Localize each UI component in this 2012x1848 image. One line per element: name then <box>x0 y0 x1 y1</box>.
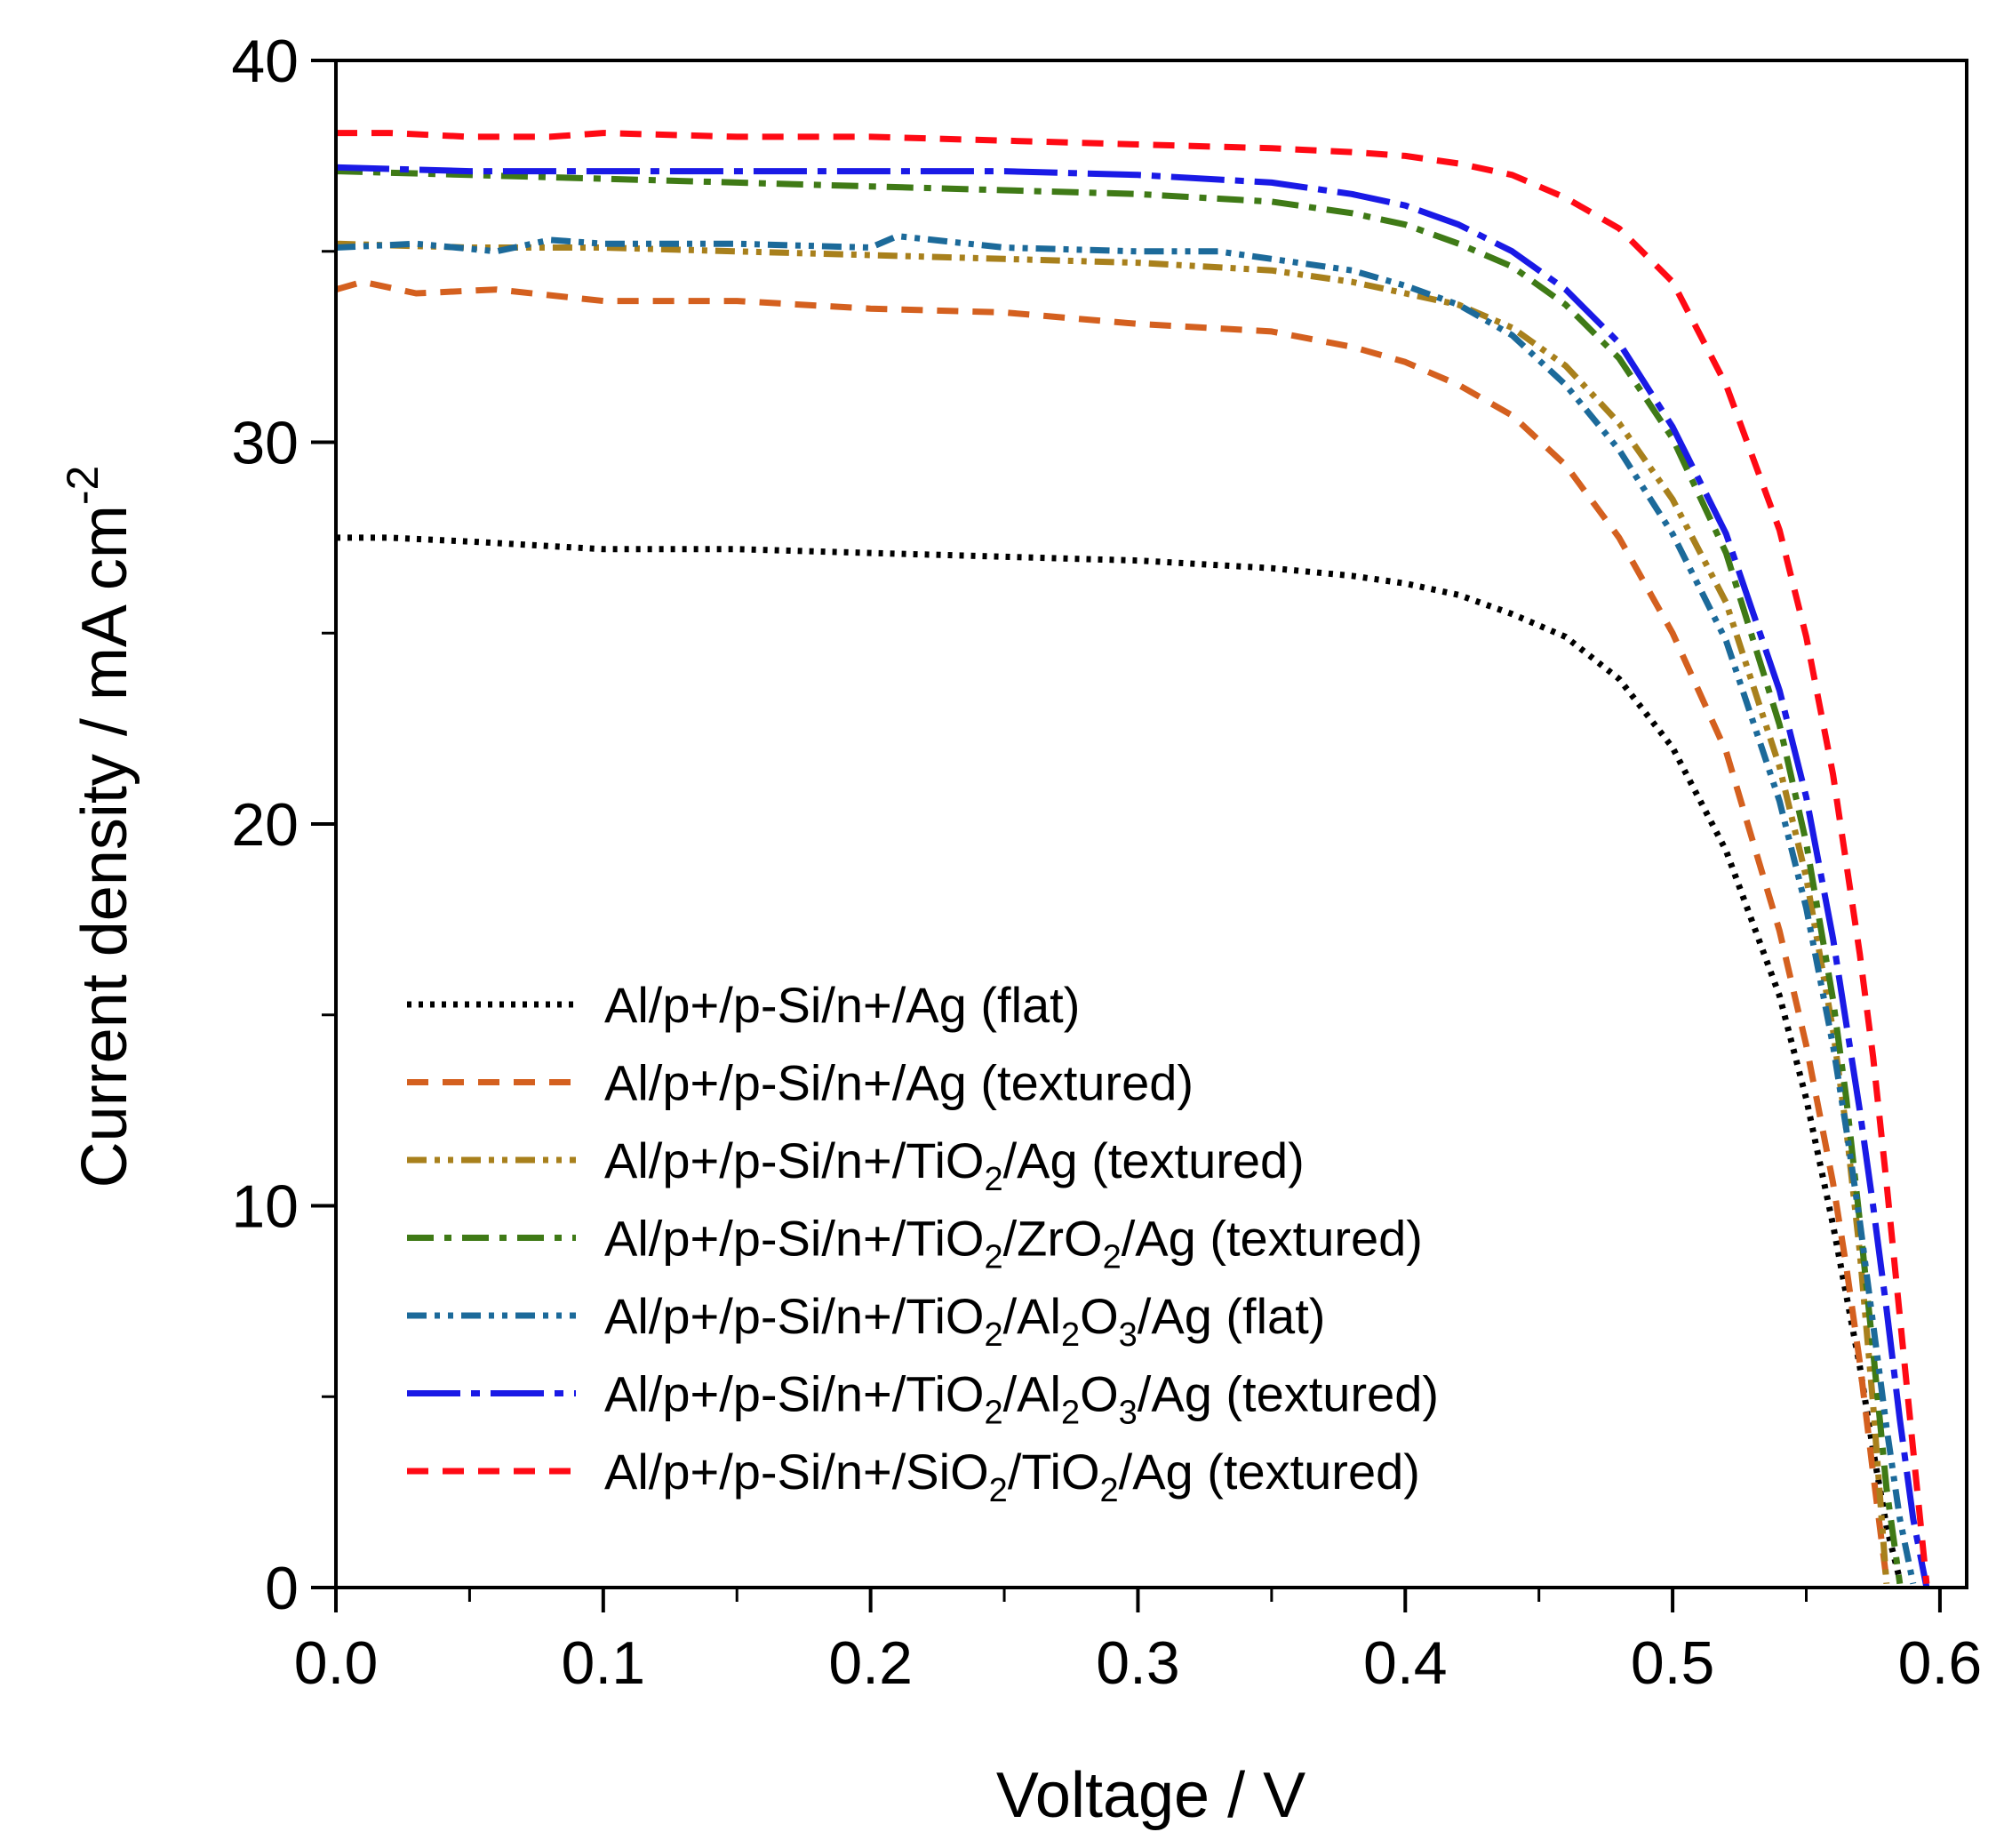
legend-subscript: 2 <box>1103 1239 1122 1276</box>
x-tick-label: 0.0 <box>294 1629 379 1697</box>
y-tick-label: 0 <box>265 1555 299 1622</box>
legend-text-part: /Al <box>1003 1366 1061 1422</box>
legend-label-3: Al/p+/p-Si/n+/TiO2/Ag (textured) <box>604 1132 1305 1198</box>
legend-text-part: /TiO <box>1008 1444 1100 1500</box>
series-layer <box>336 130 1930 1588</box>
legend-label-2: Al/p+/p-Si/n+/Ag (textured) <box>604 1055 1194 1111</box>
y-axis-title: Current density / mA cm-2 <box>58 466 140 1188</box>
legend-label-5: Al/p+/p-Si/n+/TiO2/Al2O3/Ag (flat) <box>604 1288 1325 1354</box>
y-axis-title-exponent: -2 <box>58 466 108 505</box>
y-tick-label: 10 <box>231 1173 299 1241</box>
legend-text-part: Al/p+/p-Si/n+/TiO <box>604 1132 984 1188</box>
x-tick-label: 0.5 <box>1631 1629 1715 1697</box>
y-axis-title-text: Current density / mA cm <box>69 505 140 1188</box>
legend-text-part: Al/p+/p-Si/n+/TiO <box>604 1211 984 1267</box>
legend-subscript: 2 <box>984 1239 1002 1276</box>
legend-label-4: Al/p+/p-Si/n+/TiO2/ZrO2/Ag (textured) <box>604 1211 1423 1276</box>
series-line-4 <box>336 168 1904 1585</box>
series-line-6 <box>336 164 1930 1588</box>
legend-subscript: 2 <box>984 1161 1002 1198</box>
y-tick-label: 40 <box>231 28 299 95</box>
legend-text-part: /Ag (textured) <box>1119 1444 1420 1500</box>
legend-text-part: Al/p+/p-Si/n+/TiO <box>604 1366 984 1422</box>
legend-subscript: 2 <box>1061 1316 1080 1354</box>
legend-text-part: /ZrO <box>1003 1211 1103 1267</box>
legend-label-6: Al/p+/p-Si/n+/TiO2/Al2O3/Ag (textured) <box>604 1366 1439 1432</box>
y-axis: 0 10 20 30 40 <box>231 28 336 1622</box>
legend-text-part: /Ag (textured) <box>1122 1211 1423 1267</box>
legend-subscript: 2 <box>984 1395 1002 1432</box>
legend-text-part: Al/p+/p-Si/n+/SiO <box>604 1444 989 1500</box>
series-line-7 <box>336 130 1930 1585</box>
y-tick-label: 30 <box>231 410 299 477</box>
x-tick-label: 0.4 <box>1363 1629 1448 1697</box>
legend-subscript: 2 <box>984 1316 1002 1354</box>
legend-text-part: Al/p+/p-Si/n+/TiO <box>604 1288 984 1344</box>
legend-text-part: Al/p+/p-Si/n+/Ag (flat) <box>604 977 1080 1033</box>
legend-text-part: Al/p+/p-Si/n+/Ag (textured) <box>604 1055 1194 1111</box>
x-axis: 0.0 0.1 0.2 0.3 0.4 0.5 0.6 <box>294 1588 1982 1697</box>
x-tick-label: 0.1 <box>562 1629 646 1697</box>
legend-label-1: Al/p+/p-Si/n+/Ag (flat) <box>604 977 1080 1033</box>
legend-subscript: 3 <box>1119 1395 1138 1432</box>
plot-area <box>334 59 1968 1589</box>
x-axis-title: Voltage / V <box>996 1760 1305 1831</box>
legend-text-part: /Ag (textured) <box>1138 1366 1439 1422</box>
legend-subscript: 2 <box>1100 1472 1119 1509</box>
x-tick-label: 0.3 <box>1096 1629 1180 1697</box>
legend-text-part: /Ag (flat) <box>1138 1288 1326 1344</box>
legend-subscript: 2 <box>1061 1395 1080 1432</box>
x-tick-label: 0.6 <box>1898 1629 1983 1697</box>
legend-subscript: 2 <box>989 1472 1008 1509</box>
legend-text-part: /Ag (textured) <box>1003 1132 1305 1188</box>
y-tick-label: 20 <box>231 791 299 859</box>
y-axis-title-group: Current density / mA cm-2 <box>58 466 140 1188</box>
legend-text-part: /Al <box>1003 1288 1061 1344</box>
legend-subscript: 3 <box>1119 1316 1138 1354</box>
series-line-2 <box>336 278 1890 1580</box>
legend: Al/p+/p-Si/n+/Ag (flat) Al/p+/p-Si/n+/Ag … <box>407 977 1439 1509</box>
legend-label-7: Al/p+/p-Si/n+/SiO2/TiO2/Ag (textured) <box>604 1444 1420 1509</box>
legend-text-part: O <box>1080 1366 1119 1422</box>
x-tick-label: 0.2 <box>828 1629 913 1697</box>
legend-text-part: O <box>1080 1288 1119 1344</box>
